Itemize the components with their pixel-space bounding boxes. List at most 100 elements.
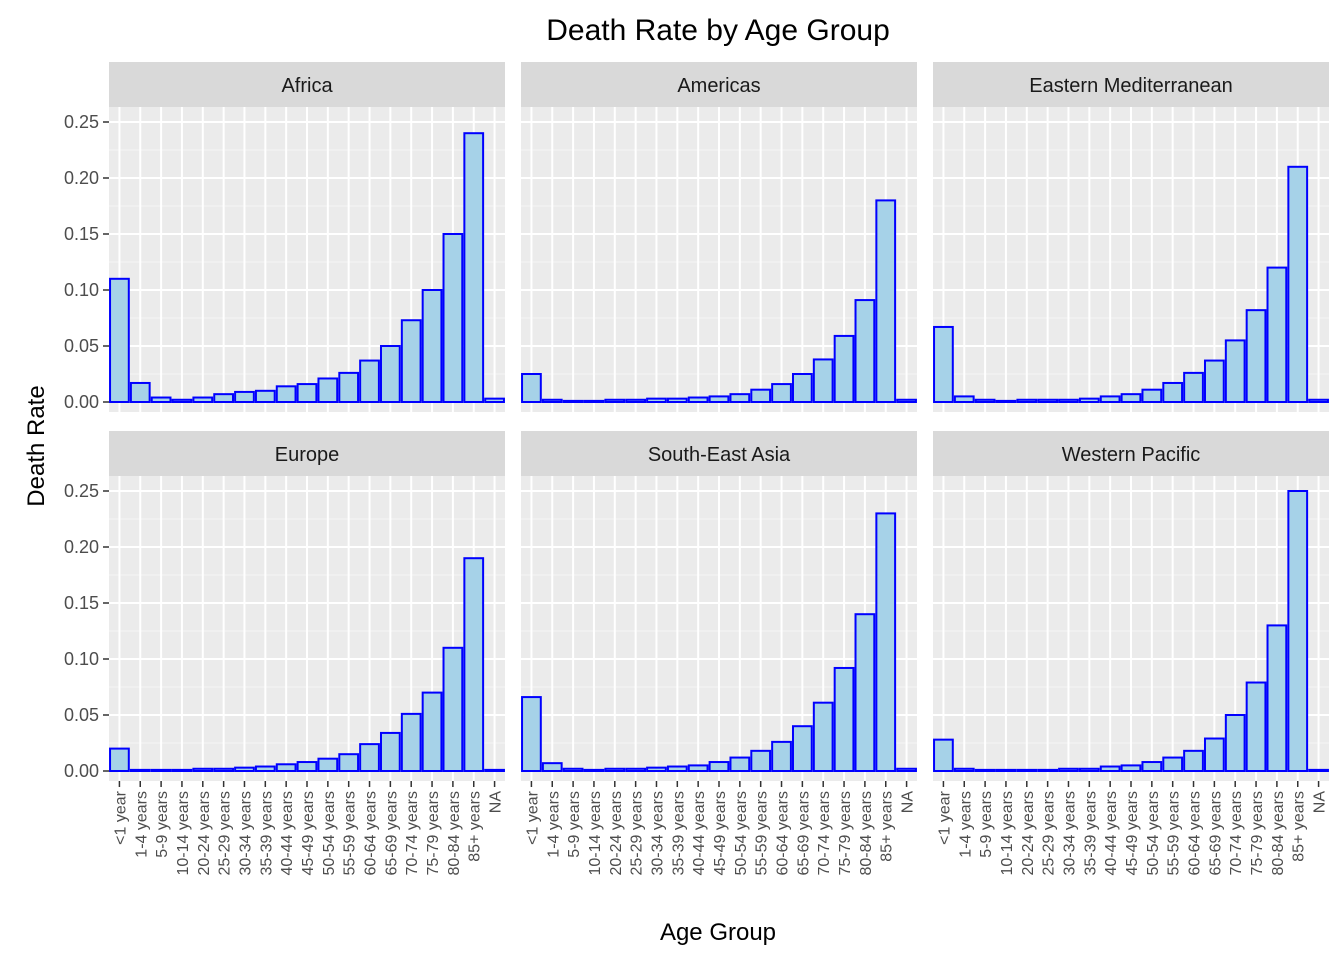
y-tick-label: 0.05 (64, 336, 99, 356)
bar (1058, 767, 1079, 773)
x-tick-label: 20-24 years (608, 791, 625, 876)
x-tick-label: 70-74 years (404, 791, 421, 876)
x-tick-label: 60-64 years (363, 791, 380, 876)
x-tick-label: 25-29 years (1041, 791, 1058, 876)
bar (317, 377, 339, 404)
x-tick-label: <1 year (936, 790, 953, 844)
bar (1245, 681, 1267, 773)
x-tick-label: 20-24 years (1020, 791, 1037, 876)
bar (687, 764, 709, 773)
x-tick-label: NA (488, 791, 505, 814)
bar (442, 233, 464, 403)
bar (708, 395, 730, 403)
x-tick-label: 85+ years (1291, 791, 1308, 862)
y-tick-label: 0.10 (64, 280, 99, 300)
bar (854, 299, 876, 403)
x-tick-label: 30-34 years (1061, 791, 1078, 876)
bar (421, 289, 443, 403)
bar (254, 389, 276, 403)
x-tick-label: 75-79 years (837, 791, 854, 876)
bar (1120, 393, 1142, 404)
x-tick-label: 5-9 years (978, 791, 995, 858)
x-tick-label: 65-69 years (795, 791, 812, 876)
bar (750, 749, 772, 773)
x-tick-label: 30-34 years (237, 791, 254, 876)
bar (296, 761, 318, 772)
x-tick-label: 1-4 years (133, 791, 150, 858)
y-tick-label: 0.00 (64, 392, 99, 412)
bar (484, 768, 505, 773)
y-tick-label: 0.20 (64, 168, 99, 188)
x-tick-label: 20-24 years (196, 791, 213, 876)
x-tick-label: 50-54 years (1145, 791, 1162, 876)
bar (296, 383, 318, 403)
bar (1287, 165, 1309, 403)
x-tick-label: 50-54 years (321, 791, 338, 876)
bar (541, 762, 563, 772)
bar (150, 768, 172, 773)
bar (1183, 371, 1204, 404)
bar (812, 358, 834, 404)
x-tick-label: 1-4 years (545, 791, 562, 858)
x-tick-label: 45-49 years (300, 791, 317, 876)
bar (833, 666, 855, 773)
x-tick-label: NA (1312, 791, 1329, 814)
bar (1016, 768, 1038, 773)
chart-title: Death Rate by Age Group (546, 14, 890, 47)
x-tick-label: 65-69 years (1207, 791, 1224, 876)
bar (338, 371, 360, 404)
bar (729, 393, 751, 404)
x-tick-label: 75-79 years (1249, 791, 1266, 876)
bar (974, 768, 996, 773)
y-tick-label: 0.15 (64, 593, 99, 613)
bar (359, 359, 380, 403)
facet-panels: Africa 0.00 0.05 0.10 0.15 0.20 0.25 Americas Ea… (64, 62, 1329, 876)
bar (275, 763, 297, 773)
bar (421, 691, 443, 772)
bar (1141, 388, 1163, 403)
bar (854, 613, 876, 773)
x-tick-label: 25-29 years (629, 791, 646, 876)
y-tick-label: 0.25 (64, 481, 99, 501)
bar (1120, 764, 1142, 773)
x-tick-label: 60-64 years (775, 791, 792, 876)
bar (666, 397, 688, 404)
bar (234, 766, 255, 773)
bar (379, 731, 401, 772)
facet-panel: Eastern Mediterranean (933, 62, 1329, 412)
bar (995, 768, 1017, 773)
x-tick-label: 35-39 years (1082, 791, 1099, 876)
x-tick-label: 75-79 years (425, 791, 442, 876)
x-tick-label: 35-39 years (670, 791, 687, 876)
bar (171, 398, 193, 404)
bar (933, 325, 954, 403)
x-tick-label: 35-39 years (258, 791, 275, 876)
bar (1266, 266, 1288, 403)
x-tick-label: 40-44 years (279, 791, 296, 876)
facet-panel: Western Pacific <1 year 1-4 years 5-9 years… (933, 431, 1329, 876)
bar (625, 767, 647, 773)
bar (1287, 490, 1309, 772)
x-tick-label: 45-49 years (1124, 791, 1141, 876)
bar (379, 345, 401, 403)
bar (275, 385, 297, 404)
bar (1245, 309, 1267, 403)
bar (463, 132, 485, 403)
facet-strip (521, 62, 917, 107)
bar (1203, 359, 1225, 403)
x-tick-label: 10-14 years (175, 791, 192, 876)
facet-label: Europe (275, 444, 340, 466)
bar (604, 398, 626, 404)
bar (875, 199, 897, 403)
bar (953, 767, 975, 773)
x-tick-label: 45-49 years (712, 791, 729, 876)
facet-strip (933, 62, 1329, 107)
x-tick-label: 70-74 years (1228, 791, 1245, 876)
facet-panel: Europe 0.00 0.05 0.10 0.15 0.20 0.25 <1 year 1-4… (64, 431, 505, 876)
x-tick-label: 55-59 years (342, 791, 359, 876)
bar (750, 388, 772, 403)
bar (1058, 398, 1079, 404)
facet-label: Eastern Mediterranean (1029, 75, 1232, 97)
x-tick-label: NA (900, 791, 917, 814)
x-tick-label: 65-69 years (383, 791, 400, 876)
